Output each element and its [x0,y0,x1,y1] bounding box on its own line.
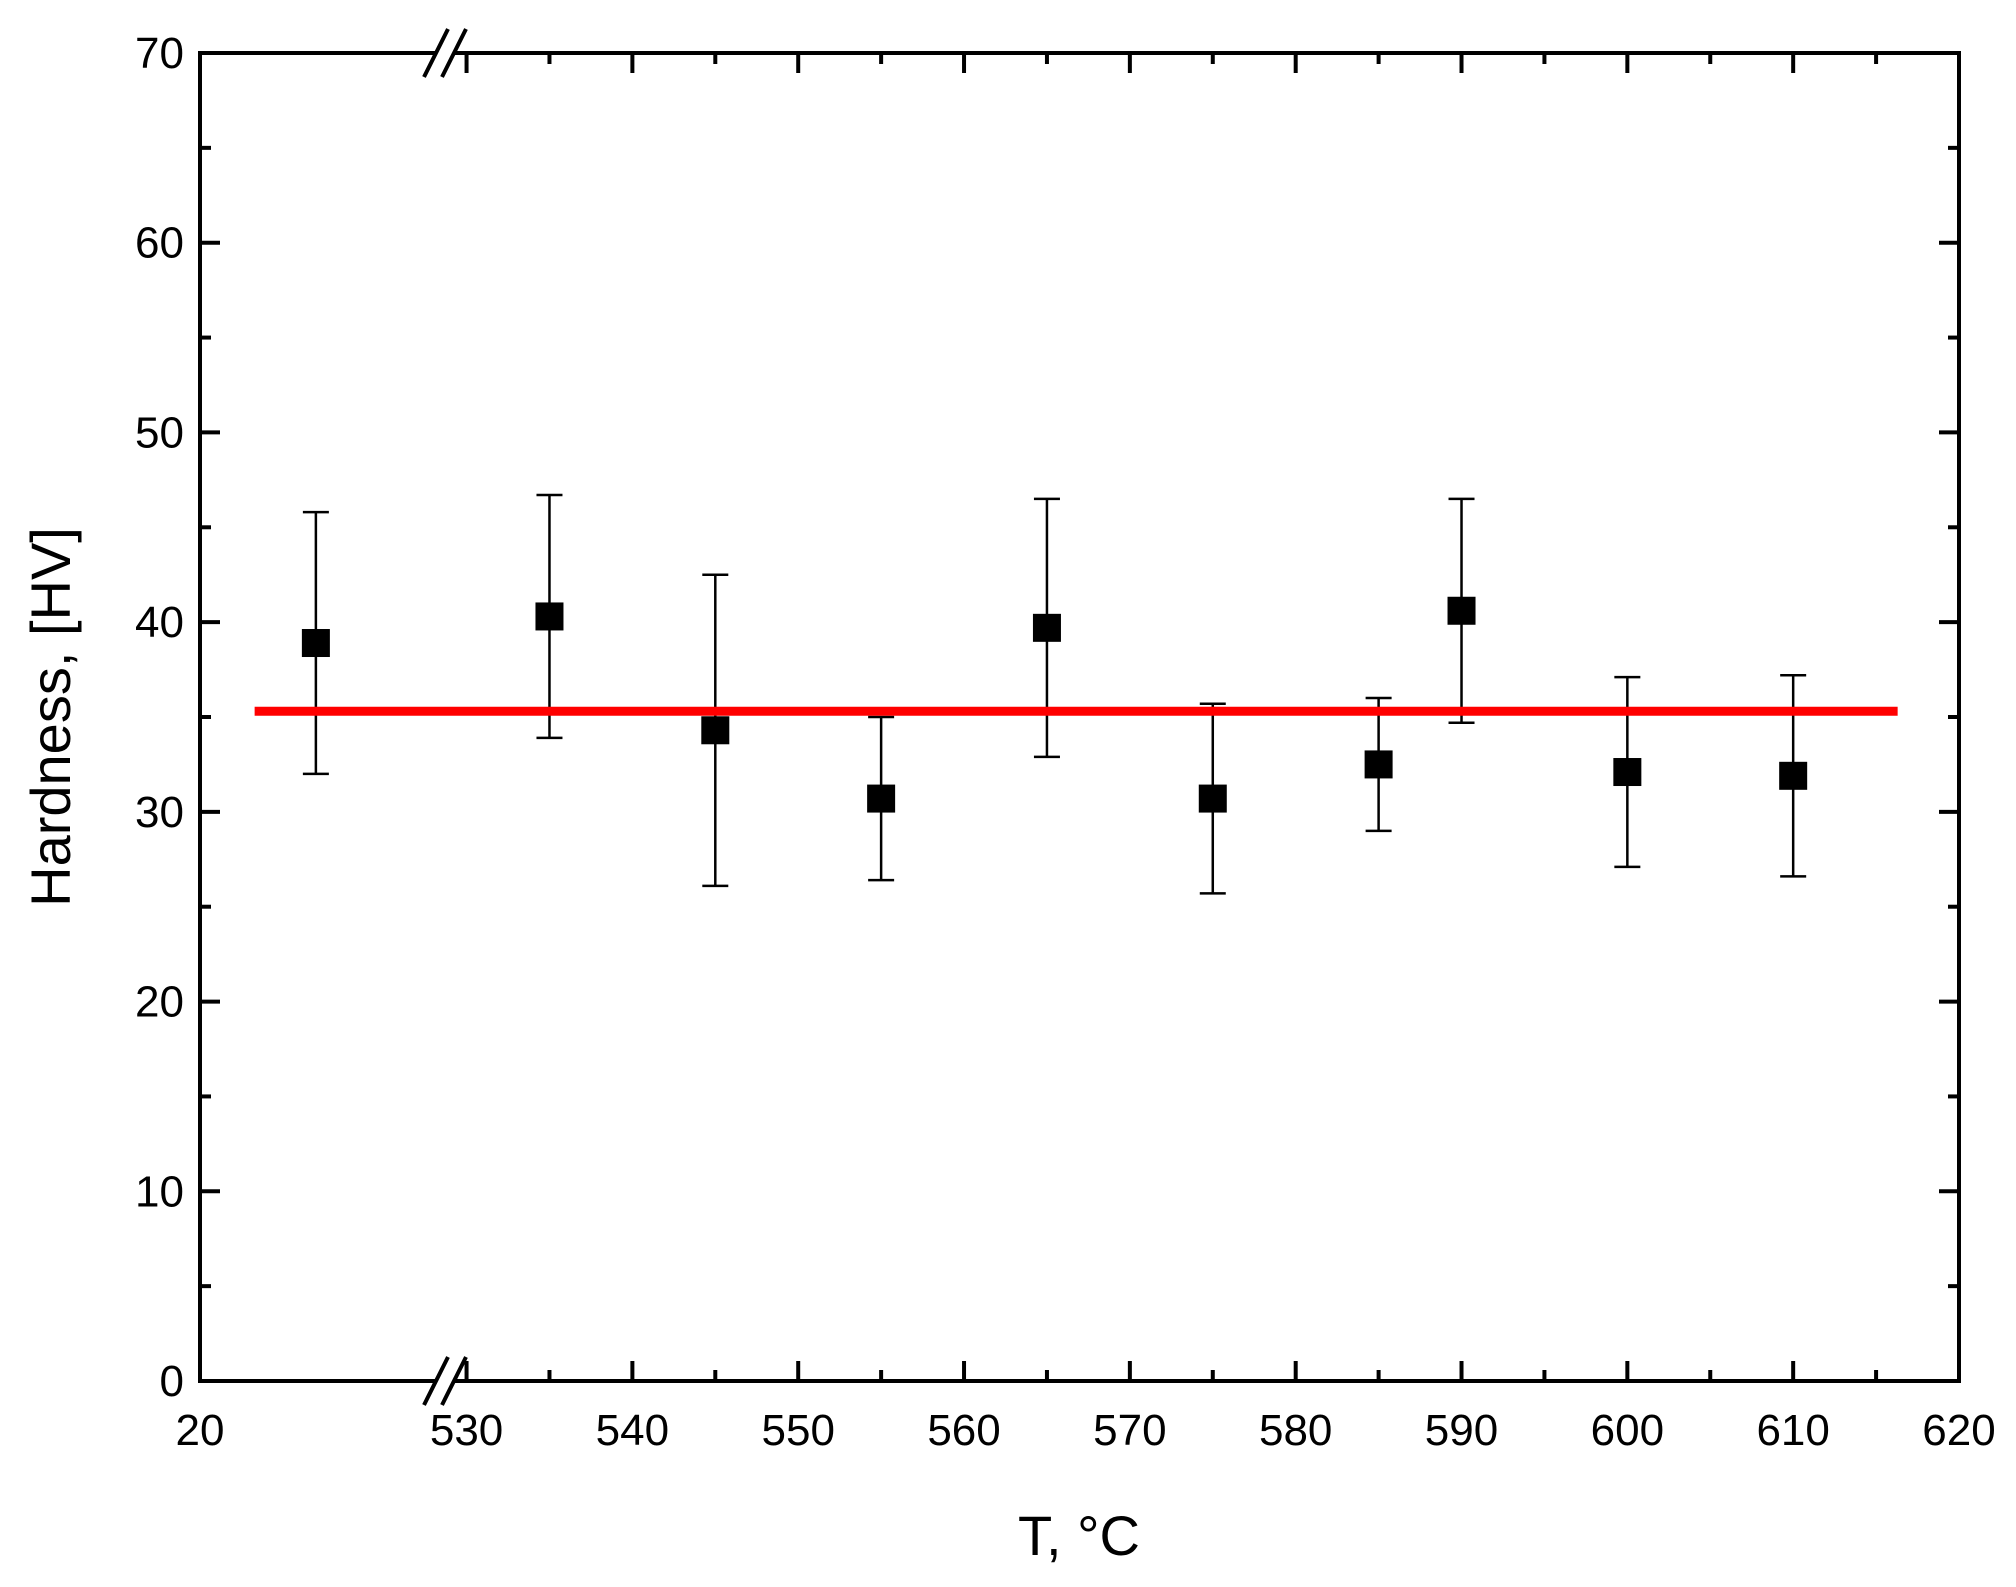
y-tick-label: 20 [135,978,184,1027]
x-tick-label: 580 [1259,1406,1332,1455]
axis-break-mark [440,28,468,78]
x-tick-label: 560 [927,1406,1000,1455]
y-tick-label: 10 [135,1167,184,1216]
x-tick-label: 550 [762,1406,835,1455]
data-point [867,784,896,813]
x-tick-label: 620 [1922,1406,1995,1455]
x-tick-label: 540 [596,1406,669,1455]
data-point [1198,784,1227,813]
data-point [1364,750,1393,779]
y-tick-label: 40 [135,598,184,647]
y-tick-label: 70 [135,29,184,78]
x-tick-label: 570 [1093,1406,1166,1455]
x-tick-label: 590 [1425,1406,1498,1455]
axis-break-mark [440,1356,468,1406]
data-point [1447,596,1476,625]
y-tick-label: 60 [135,219,184,268]
data-point [301,629,330,658]
y-axis-title: Hardness, [HV] [19,527,82,907]
x-tick-label: 610 [1756,1406,1829,1455]
axis-break-mark [422,28,450,78]
x-tick-label: 600 [1591,1406,1664,1455]
data-point [701,716,730,745]
axis-break-mark [422,1356,450,1406]
x-tick-label: 20 [176,1406,225,1455]
axis-break-gap [437,1375,453,1387]
y-tick-label: 30 [135,788,184,837]
y-tick-label: 50 [135,408,184,457]
data-point [1613,758,1642,787]
data-point [535,602,564,631]
data-point [1779,761,1808,790]
data-point [1032,613,1061,642]
y-tick-label: 0 [160,1357,184,1406]
x-axis-title: T, °C [1018,1504,1140,1567]
axis-break-gap [437,47,453,59]
x-tick-label: 530 [430,1406,503,1455]
plot-frame [198,51,1961,1383]
